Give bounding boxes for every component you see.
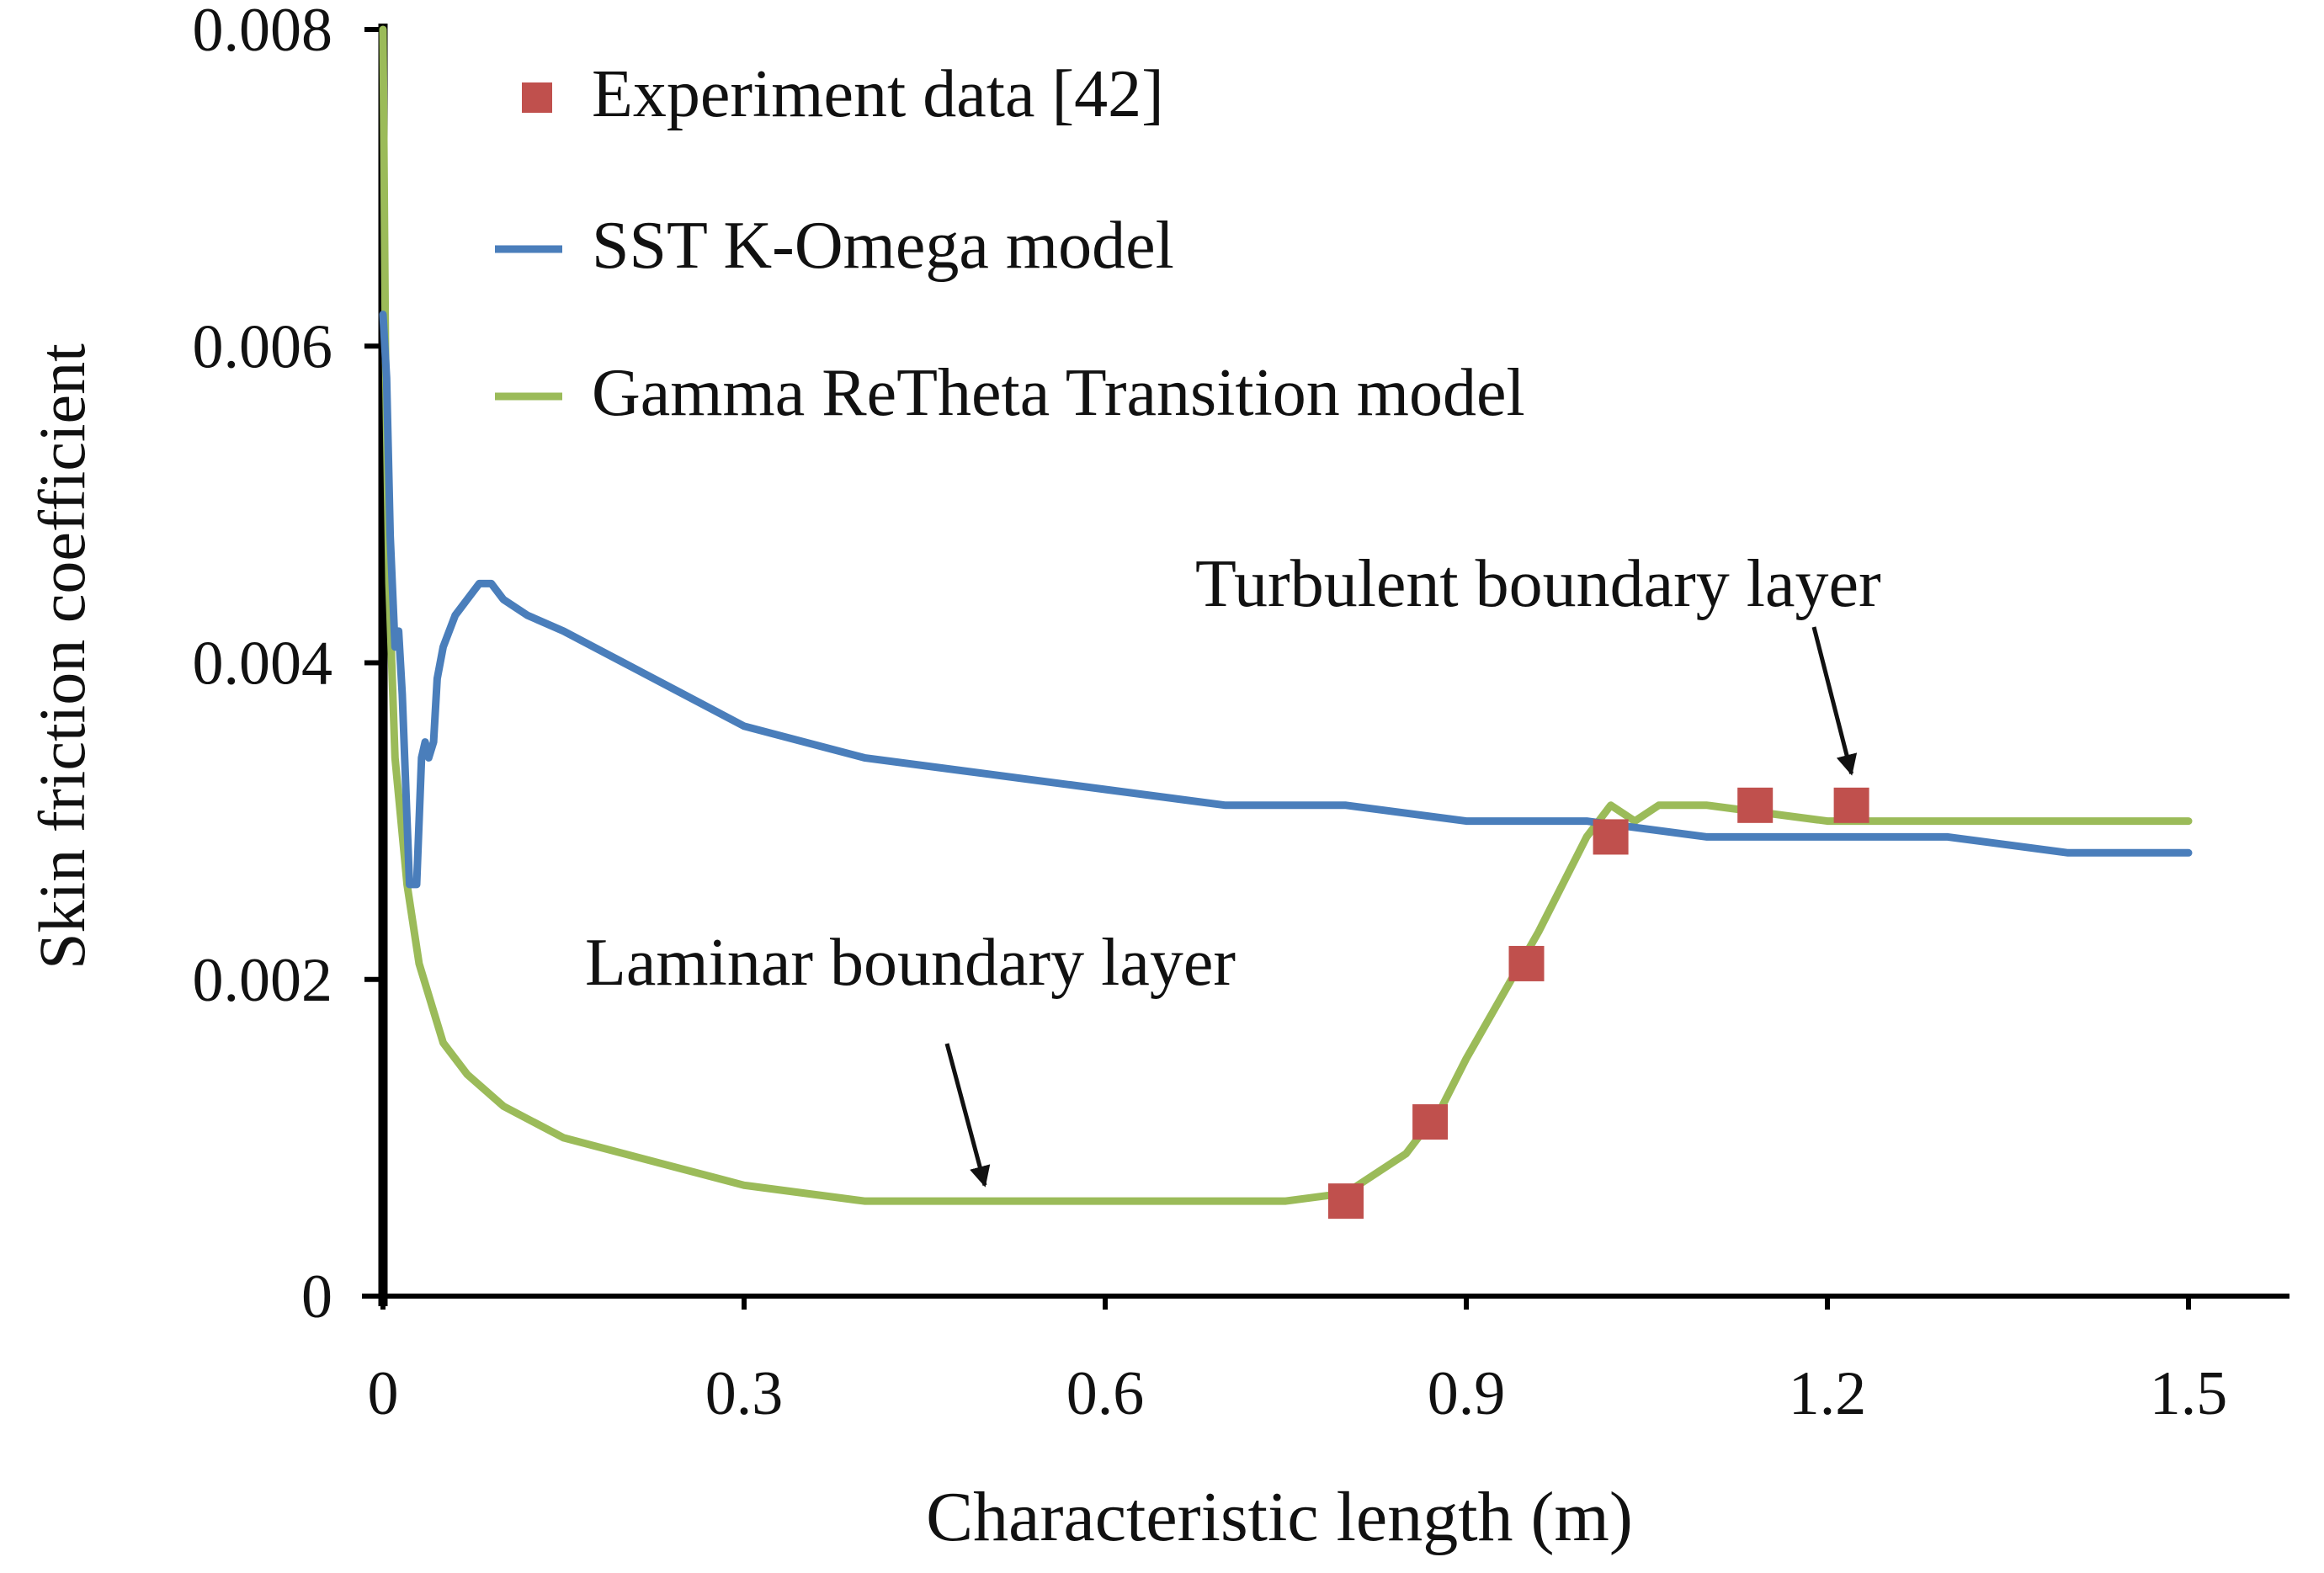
scatter-point bbox=[1508, 945, 1545, 981]
series-line-sst-k-omega-model bbox=[379, 311, 2193, 889]
x-tick-label: 0.9 bbox=[1428, 1359, 1506, 1428]
series-line-gamma-retheta-transition-model bbox=[379, 25, 2193, 1205]
legend-marker-scatter bbox=[522, 82, 552, 113]
x-tick-label: 1.5 bbox=[2150, 1359, 2228, 1428]
y-tick-label: 0 bbox=[301, 1262, 332, 1331]
scatter-point bbox=[1593, 819, 1629, 855]
annotation-text: Laminar boundary layer bbox=[585, 926, 1236, 1000]
x-tick-label: 1.2 bbox=[1789, 1359, 1867, 1428]
scatter-point bbox=[1737, 787, 1774, 823]
annotation-arrow bbox=[944, 1043, 991, 1188]
scatter-point bbox=[1328, 1183, 1364, 1220]
annotation-arrow bbox=[1811, 626, 1858, 776]
axes-layer: 0 0.3 0.6 0.9 1.2 1.5 0 0.002 0.004 0.006 0.008 bbox=[193, 0, 2289, 1428]
annotation-layer: Turbulent boundary layer Laminar boundary… bbox=[585, 547, 1881, 1188]
legend-label: Gamma ReTheta Transition model bbox=[592, 356, 1525, 430]
y-axis-label: Skin friction coefficient bbox=[25, 343, 98, 970]
annotation-text: Turbulent boundary layer bbox=[1195, 547, 1881, 621]
x-axis-label: Characteristic length (m) bbox=[926, 1478, 1633, 1556]
scatter-point bbox=[1833, 787, 1869, 823]
y-tick-label: 0.008 bbox=[193, 0, 333, 65]
legend-label: SST K-Omega model bbox=[592, 209, 1174, 283]
scatter-point bbox=[1412, 1104, 1449, 1140]
series-layer bbox=[379, 25, 2193, 1220]
y-tick-label: 0.004 bbox=[193, 630, 333, 699]
x-tick-label: 0.6 bbox=[1066, 1359, 1145, 1428]
y-tick-label: 0.006 bbox=[193, 312, 333, 381]
legend-layer: Experiment data [42] SST K-Omega model Gam… bbox=[495, 57, 1525, 430]
x-tick-label: 0.3 bbox=[705, 1359, 784, 1428]
legend-label: Experiment data [42] bbox=[592, 57, 1164, 131]
y-tick-label: 0.002 bbox=[193, 946, 333, 1015]
x-tick-label: 0 bbox=[368, 1359, 399, 1428]
